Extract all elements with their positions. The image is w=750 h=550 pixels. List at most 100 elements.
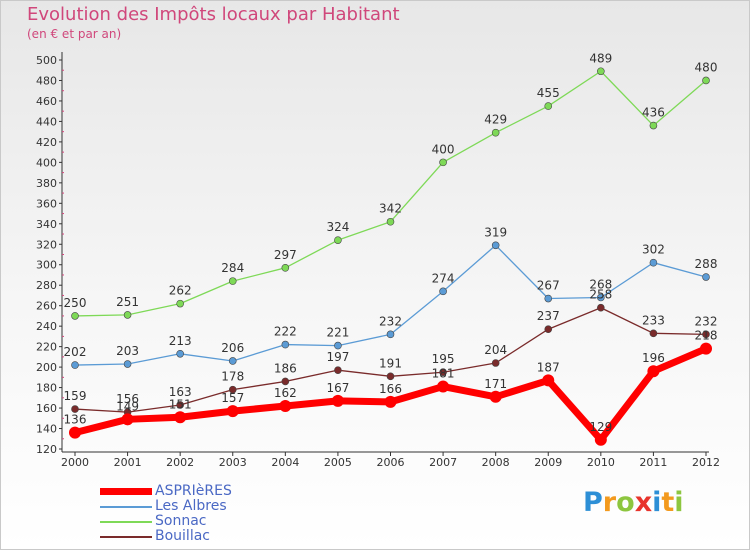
data-point	[544, 325, 553, 334]
data-label: 250	[64, 296, 87, 310]
data-point	[597, 67, 605, 76]
x-tick-label: 2007	[429, 456, 457, 469]
data-point	[489, 390, 502, 403]
y-tick-label: 220	[36, 341, 57, 354]
data-point	[386, 372, 395, 381]
data-label: 206	[221, 341, 244, 355]
data-point	[228, 385, 237, 394]
logo-letter: i	[652, 487, 662, 518]
chart-title: Evolution des Impôts locaux par Habitant	[27, 4, 400, 25]
x-tick-label: 2006	[377, 456, 405, 469]
data-point	[71, 312, 79, 320]
y-tick-label: 140	[36, 423, 57, 436]
data-label: 159	[64, 389, 87, 403]
data-label: 191	[379, 356, 402, 370]
data-point	[281, 340, 290, 349]
y-tick-label: 300	[36, 259, 57, 272]
legend-swatch	[100, 488, 152, 495]
data-point	[176, 349, 184, 358]
y-tick-label: 120	[36, 443, 57, 456]
data-point	[597, 303, 605, 312]
data-label: 233	[642, 313, 665, 327]
data-label: 163	[169, 385, 192, 399]
data-point	[281, 264, 290, 272]
data-point	[384, 395, 397, 408]
y-tick-label: 400	[36, 156, 57, 169]
data-label: 221	[326, 326, 349, 340]
data-point	[281, 377, 290, 386]
data-label: 129	[589, 420, 612, 434]
legend-label: Sonnac	[155, 513, 207, 529]
data-point	[437, 380, 450, 393]
data-point	[123, 311, 132, 319]
data-label: 151	[169, 397, 192, 411]
y-tick-label: 280	[36, 279, 57, 292]
data-label: 251	[116, 295, 139, 309]
data-label: 274	[432, 271, 455, 285]
data-label: 162	[274, 386, 297, 400]
data-label: 268	[589, 277, 612, 291]
legend-label: ASPRIèRES	[155, 483, 232, 499]
y-tick-label: 240	[36, 320, 57, 333]
x-tick-label: 2003	[219, 456, 247, 469]
data-labels: 250 251 262 284 297 324 342 400 429 455 489 436 480 2…	[64, 51, 718, 434]
legend-swatch	[100, 521, 152, 523]
data-point	[439, 158, 447, 167]
data-label: 196	[642, 351, 665, 365]
logo-letter: r	[602, 487, 617, 518]
data-label: 156	[116, 392, 139, 406]
data-label: 284	[221, 261, 244, 275]
data-point	[544, 294, 553, 303]
series-lines	[69, 67, 712, 446]
data-point	[71, 361, 79, 369]
data-point	[439, 287, 447, 296]
x-tick-label: 2010	[587, 456, 615, 469]
data-label: 232	[695, 314, 718, 328]
data-point	[71, 405, 79, 413]
data-point	[491, 128, 500, 137]
data-label: 342	[379, 202, 402, 216]
data-point	[649, 121, 658, 130]
data-label: 258	[589, 288, 612, 302]
y-tick-label: 480	[36, 74, 57, 87]
data-label: 222	[274, 325, 297, 339]
axes: 120 140 160 180 200 220 240 260 280 300 320 340 360 3…	[36, 52, 720, 469]
data-label: 197	[326, 350, 349, 364]
chart-subtitle: (en € et par an)	[27, 27, 122, 41]
data-label: 436	[642, 106, 665, 120]
data-point	[228, 357, 237, 365]
data-point	[647, 365, 660, 378]
logo-letter: P	[583, 487, 603, 518]
data-point	[649, 258, 658, 267]
y-tick-label: 380	[36, 177, 57, 190]
x-tick-label: 2001	[114, 456, 142, 469]
data-label: 171	[484, 377, 507, 391]
data-label: 455	[537, 86, 560, 100]
data-label: 213	[169, 334, 192, 348]
data-point	[700, 342, 712, 355]
data-point	[491, 241, 500, 250]
data-point	[386, 217, 395, 226]
data-label: 288	[695, 257, 718, 271]
data-label: 178	[221, 370, 244, 384]
data-label: 136	[64, 413, 87, 427]
y-tick-label: 160	[36, 402, 57, 415]
x-tick-label: 2009	[534, 456, 562, 469]
data-point	[123, 360, 132, 368]
data-point	[649, 329, 658, 338]
data-point	[176, 401, 184, 409]
legend-label: Bouillac	[155, 528, 210, 544]
data-label: 324	[326, 220, 349, 234]
y-tick-label: 180	[36, 382, 57, 395]
data-point	[386, 330, 395, 339]
logo-letter: x	[634, 487, 653, 518]
data-point	[334, 236, 342, 244]
data-label: 204	[484, 343, 507, 357]
x-tick-label: 2008	[482, 456, 510, 469]
data-point	[491, 359, 500, 367]
x-tick-label: 2002	[166, 456, 194, 469]
data-label: 319	[484, 225, 507, 239]
logo-letter: i	[674, 487, 684, 518]
